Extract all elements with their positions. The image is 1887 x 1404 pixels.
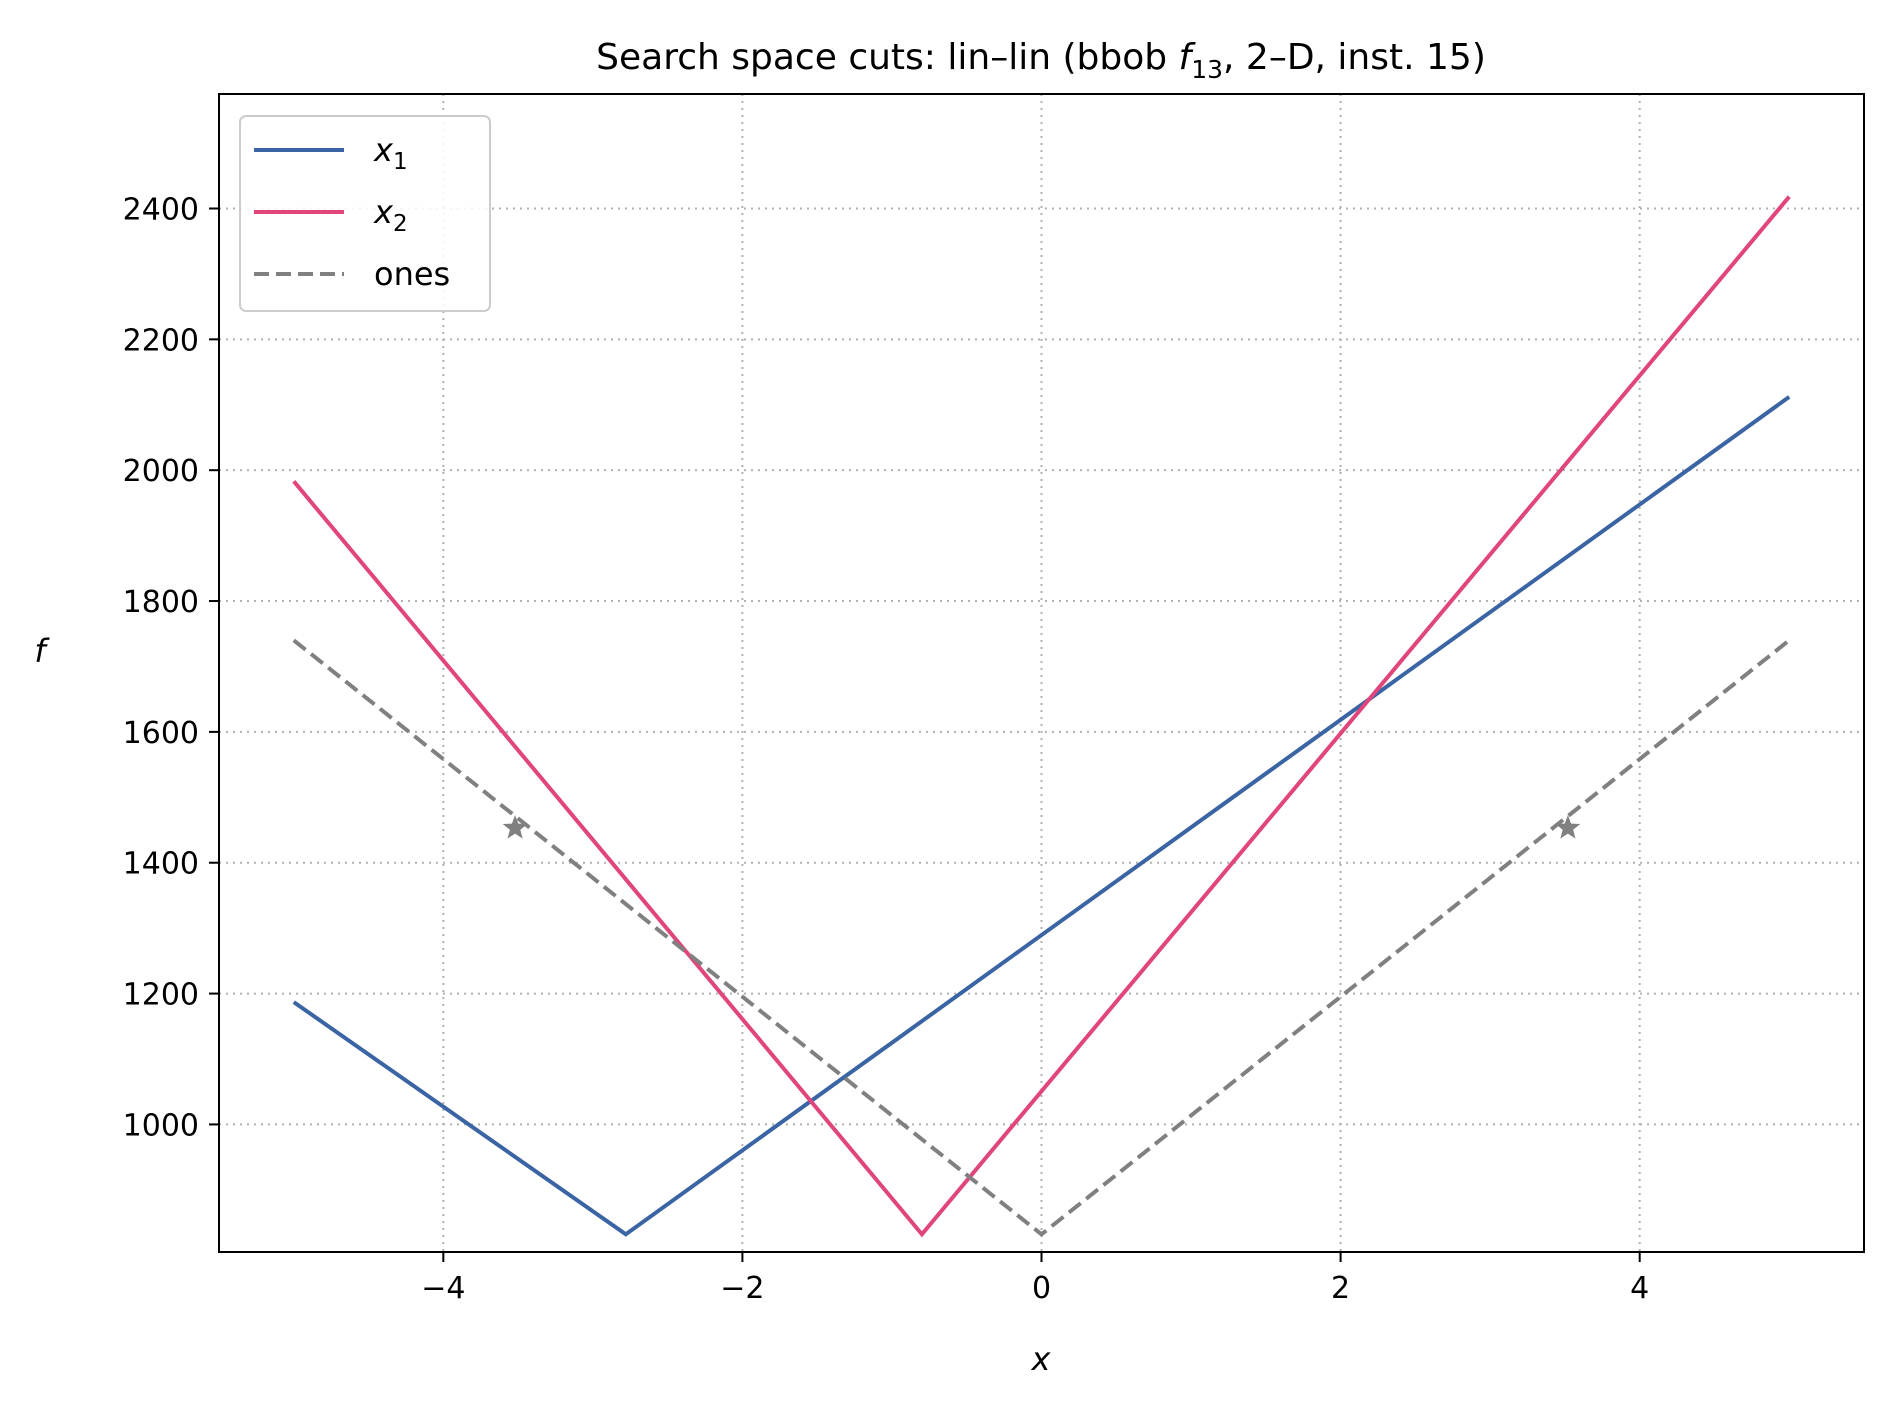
marker-layer [502, 815, 1581, 839]
star-marker [502, 815, 528, 839]
y-tick-label: 1600 [123, 716, 199, 751]
legend-items: x1 x2 ones [254, 131, 450, 293]
chart-title: Search space cuts: lin–lin (bbob f13, 2–… [596, 37, 1486, 84]
y-axis-label: f [34, 632, 50, 670]
legend-label-ones: ones [374, 255, 450, 293]
y-tick-label: 2000 [123, 454, 199, 489]
chart-title-suffix: , 2–D, inst. 15) [1223, 37, 1486, 78]
x-tick-label: 4 [1630, 1271, 1649, 1306]
series-line-x2 [292, 195, 1791, 1238]
series-layer [292, 195, 1791, 1238]
x-axis-label: x [1031, 1340, 1052, 1378]
chart-title-func-subscript: 13 [1191, 55, 1223, 84]
series-line-ones [292, 638, 1791, 1237]
x-tick-label: 2 [1331, 1271, 1350, 1306]
x-tick-label: 0 [1032, 1271, 1051, 1306]
y-tick-label: 2200 [123, 323, 199, 358]
y-tick-label: 1800 [123, 585, 199, 620]
y-tick-label: 1200 [123, 978, 199, 1013]
series-line-x1 [292, 395, 1791, 1237]
y-tick-label: 1400 [123, 847, 199, 882]
y-tick-label: 1000 [123, 1108, 199, 1143]
y-axis-ticks: 1000 1200 1400 1600 1800 2000 2200 2400 [123, 192, 219, 1143]
legend-box [239, 115, 491, 312]
x-axis-ticks: −4 −2 0 2 4 [421, 1252, 1649, 1306]
x-tick-label: −2 [720, 1271, 764, 1306]
legend-label-x1: x1 [373, 131, 408, 175]
grid-layer [219, 94, 1864, 1252]
star-marker [1555, 815, 1581, 839]
legend-label-x2: x2 [373, 193, 408, 237]
x-tick-label: −4 [421, 1271, 465, 1306]
legend: x1 x2 ones [239, 115, 491, 312]
chart-title-prefix: Search space cuts: lin–lin (bbob [596, 37, 1178, 78]
plot-background [219, 94, 1864, 1252]
y-tick-label: 2400 [123, 192, 199, 227]
